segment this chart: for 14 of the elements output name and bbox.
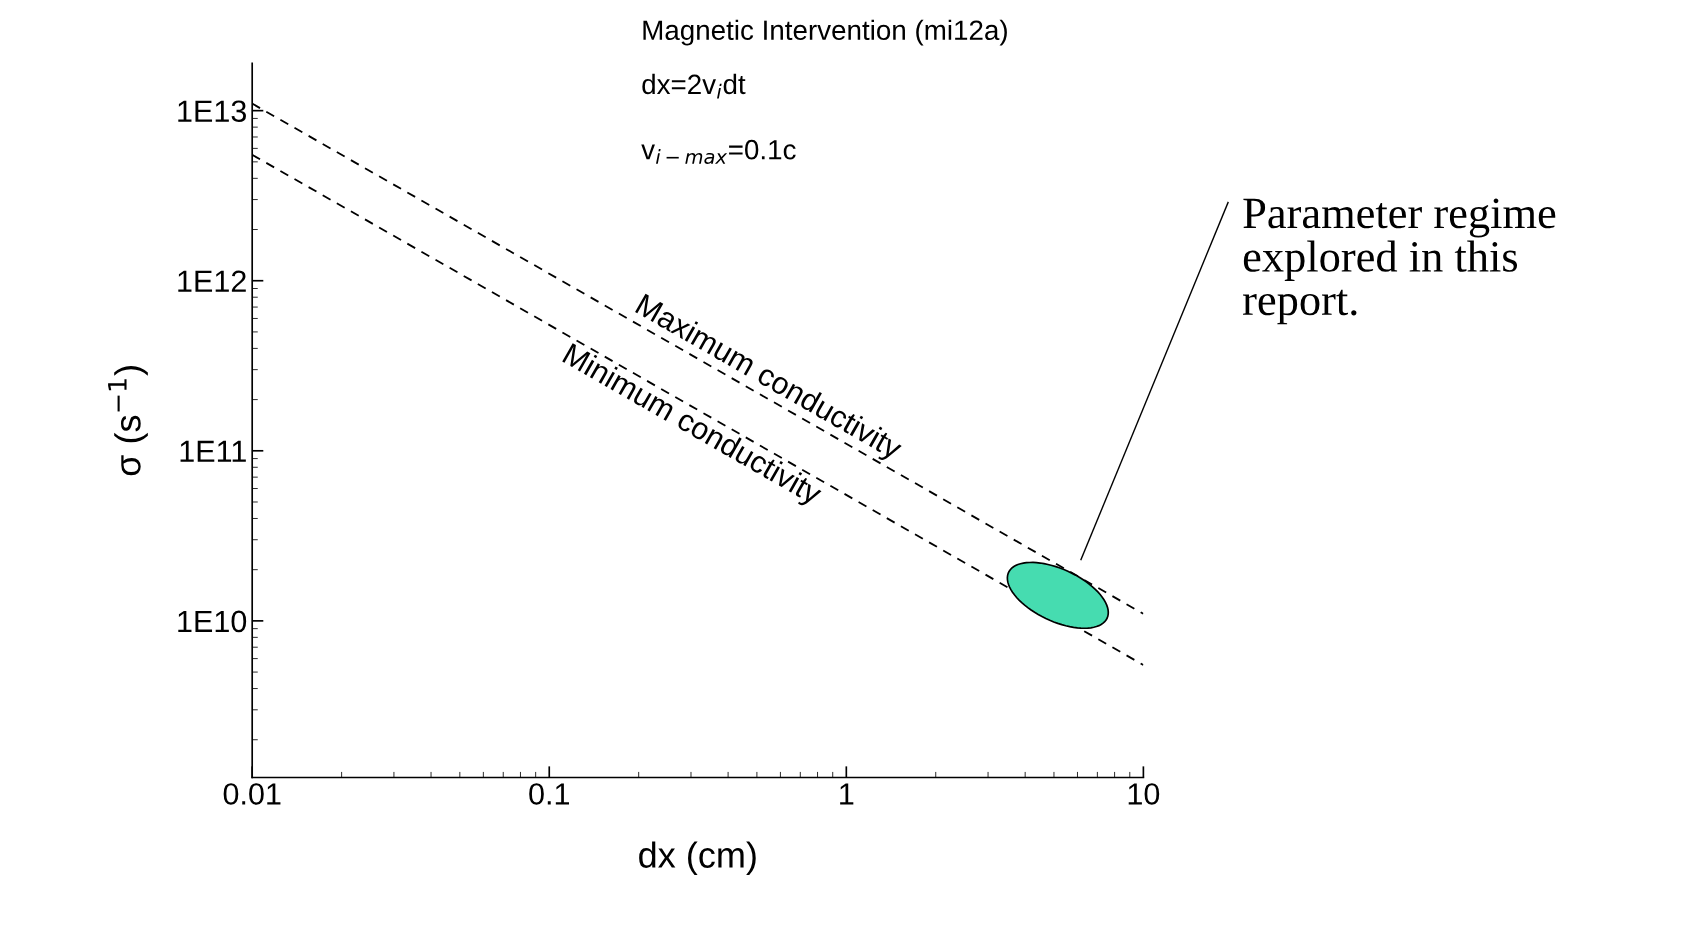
x-axis-title: dx (cm)	[639, 841, 756, 876]
chart-title: Magnetic Intervention (mi12a)	[643, 19, 1007, 46]
y-tick-label: 1E11	[180, 440, 246, 462]
text: Parameter regime explored in this report.	[1243, 198, 1556, 325]
x-tick-label: 10	[1128, 783, 1160, 805]
x-tick-label: 0.1	[529, 783, 569, 805]
annotation: dx=2v$_{i}$dt	[642, 73, 746, 99]
y-tick-label: 1E13	[178, 100, 246, 123]
x-tick-label: 1	[840, 783, 854, 805]
y-tick-label: 1E10	[178, 610, 247, 633]
y-axis-title: σ (s$^{−1}$)	[108, 366, 148, 476]
annotation: v$_{i−max}$=0.1c	[641, 139, 796, 165]
x-tick-label: 0.01	[223, 783, 281, 805]
y-tick-label: 1E12	[178, 270, 246, 292]
